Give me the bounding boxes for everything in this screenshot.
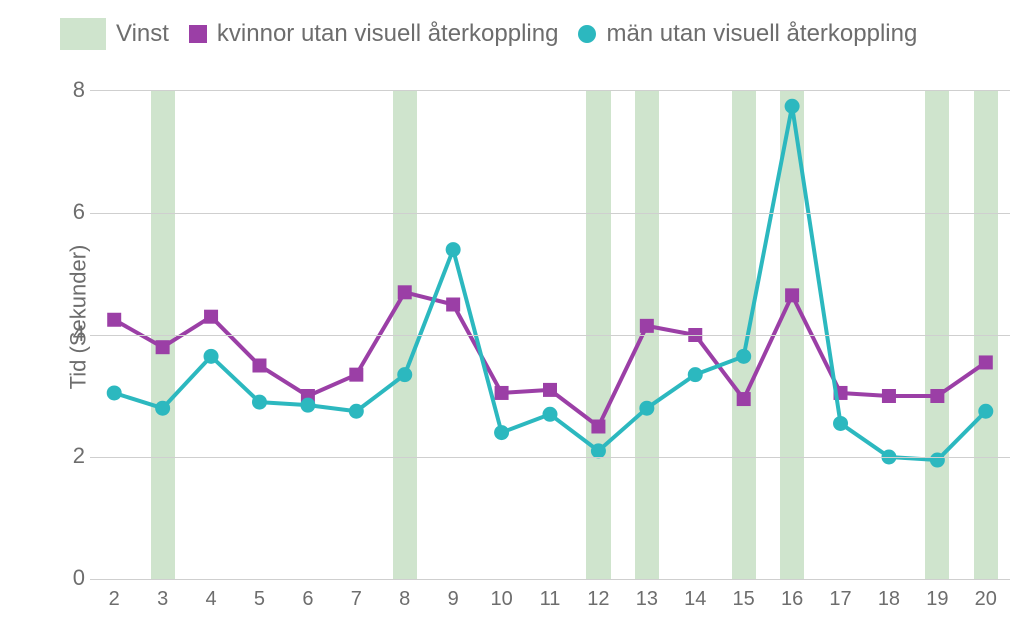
x-tick-label: 5	[254, 588, 265, 611]
legend-item-man: män utan visuell återkoppling	[578, 20, 917, 48]
legend-swatch-kvinnor	[189, 25, 207, 43]
series-marker-kvinnor	[398, 285, 412, 299]
legend-label: Vinst	[116, 20, 169, 48]
series-marker-man	[639, 401, 654, 416]
series-marker-kvinnor	[543, 383, 557, 397]
chart-container: Vinst kvinnor utan visuell återkoppling …	[0, 0, 1024, 633]
series-marker-kvinnor	[737, 392, 751, 406]
legend-item-kvinnor: kvinnor utan visuell återkoppling	[189, 20, 559, 48]
series-marker-kvinnor	[882, 389, 896, 403]
x-tick-label: 7	[351, 588, 362, 611]
series-marker-man	[736, 349, 751, 364]
series-marker-kvinnor	[446, 298, 460, 312]
series-marker-man	[494, 425, 509, 440]
legend-label: kvinnor utan visuell återkoppling	[217, 20, 559, 48]
x-tick-label: 10	[490, 588, 512, 611]
gridline	[90, 457, 1010, 458]
series-marker-man	[446, 242, 461, 257]
legend: Vinst kvinnor utan visuell återkoppling …	[60, 18, 1004, 50]
plot-area	[90, 90, 1010, 580]
series-marker-man	[930, 453, 945, 468]
series-marker-man	[397, 367, 412, 382]
series-marker-kvinnor	[979, 355, 993, 369]
legend-swatch-vinst	[60, 18, 106, 50]
x-tick-label: 16	[781, 588, 803, 611]
series-marker-man	[252, 395, 267, 410]
x-tick-label: 18	[878, 588, 900, 611]
series-marker-kvinnor	[495, 386, 509, 400]
x-tick-label: 15	[733, 588, 755, 611]
x-tick-label: 13	[636, 588, 658, 611]
series-marker-man	[833, 416, 848, 431]
series-marker-kvinnor	[591, 420, 605, 434]
series-marker-kvinnor	[349, 368, 363, 382]
y-tick-label: 0	[55, 565, 85, 591]
series-marker-man	[107, 385, 122, 400]
legend-item-vinst: Vinst	[60, 18, 169, 50]
series-marker-kvinnor	[107, 313, 121, 327]
y-tick-label: 6	[55, 199, 85, 225]
gridline	[90, 335, 1010, 336]
series-marker-man	[543, 407, 558, 422]
x-tick-label: 4	[205, 588, 216, 611]
series-marker-kvinnor	[204, 310, 218, 324]
series-marker-kvinnor	[640, 319, 654, 333]
x-tick-label: 9	[448, 588, 459, 611]
series-marker-man	[688, 367, 703, 382]
x-tick-label: 11	[540, 588, 561, 611]
gridline	[90, 213, 1010, 214]
y-tick-label: 8	[55, 77, 85, 103]
x-tick-label: 20	[975, 588, 997, 611]
x-tick-label: 2	[109, 588, 120, 611]
series-marker-man	[204, 349, 219, 364]
legend-label: män utan visuell återkoppling	[606, 20, 917, 48]
y-tick-label: 4	[55, 321, 85, 347]
x-tick-label: 8	[399, 588, 410, 611]
series-marker-kvinnor	[156, 340, 170, 354]
x-tick-label: 14	[684, 588, 706, 611]
x-tick-label: 17	[829, 588, 851, 611]
x-tick-label: 3	[157, 588, 168, 611]
series-marker-man	[349, 404, 364, 419]
x-tick-label: 12	[587, 588, 609, 611]
series-marker-kvinnor	[252, 359, 266, 373]
series-line-kvinnor	[114, 292, 986, 426]
series-marker-kvinnor	[785, 288, 799, 302]
x-tick-label: 6	[302, 588, 313, 611]
series-marker-man	[155, 401, 170, 416]
legend-swatch-man	[578, 25, 596, 43]
series-marker-man	[785, 99, 800, 114]
x-tick-label: 19	[926, 588, 948, 611]
series-marker-kvinnor	[930, 389, 944, 403]
y-axis-label: Tid (Sekunder)	[65, 244, 91, 389]
y-tick-label: 2	[55, 443, 85, 469]
series-marker-man	[978, 404, 993, 419]
series-marker-man	[300, 398, 315, 413]
